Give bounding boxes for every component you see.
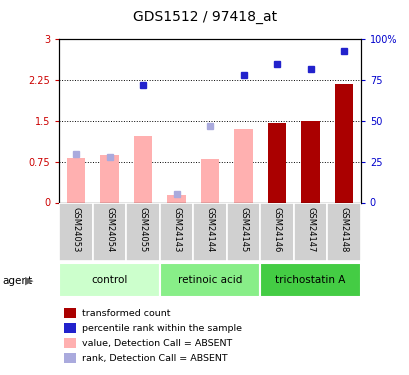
Text: value, Detection Call = ABSENT: value, Detection Call = ABSENT bbox=[82, 339, 231, 348]
FancyBboxPatch shape bbox=[226, 202, 260, 261]
Bar bbox=[200, 159, 219, 203]
FancyBboxPatch shape bbox=[293, 202, 326, 261]
Bar bbox=[234, 129, 252, 203]
Text: transformed count: transformed count bbox=[82, 309, 170, 318]
FancyBboxPatch shape bbox=[260, 263, 360, 297]
FancyBboxPatch shape bbox=[260, 202, 293, 261]
Text: GSM24148: GSM24148 bbox=[339, 207, 348, 252]
Bar bbox=[334, 84, 353, 203]
Text: trichostatin A: trichostatin A bbox=[275, 275, 345, 285]
FancyBboxPatch shape bbox=[160, 263, 260, 297]
FancyBboxPatch shape bbox=[326, 202, 360, 261]
Text: GSM24146: GSM24146 bbox=[272, 207, 281, 252]
FancyBboxPatch shape bbox=[59, 263, 160, 297]
Bar bbox=[134, 136, 152, 202]
Bar bbox=[267, 123, 285, 202]
FancyBboxPatch shape bbox=[193, 202, 226, 261]
Text: GDS1512 / 97418_at: GDS1512 / 97418_at bbox=[133, 10, 276, 24]
Text: GSM24143: GSM24143 bbox=[172, 207, 181, 252]
FancyBboxPatch shape bbox=[93, 202, 126, 261]
Text: GSM24147: GSM24147 bbox=[306, 207, 314, 252]
FancyBboxPatch shape bbox=[59, 202, 93, 261]
Text: GSM24055: GSM24055 bbox=[138, 207, 147, 252]
Text: percentile rank within the sample: percentile rank within the sample bbox=[82, 324, 241, 333]
Bar bbox=[67, 158, 85, 203]
Bar bbox=[100, 155, 119, 203]
FancyBboxPatch shape bbox=[160, 202, 193, 261]
Text: retinoic acid: retinoic acid bbox=[178, 275, 242, 285]
Text: GSM24054: GSM24054 bbox=[105, 207, 114, 252]
Text: rank, Detection Call = ABSENT: rank, Detection Call = ABSENT bbox=[82, 354, 227, 363]
Bar bbox=[301, 121, 319, 202]
Text: GSM24144: GSM24144 bbox=[205, 207, 214, 252]
Text: GSM24053: GSM24053 bbox=[72, 207, 81, 252]
FancyBboxPatch shape bbox=[126, 202, 160, 261]
Text: GSM24145: GSM24145 bbox=[238, 207, 247, 252]
Text: ▶: ▶ bbox=[25, 276, 34, 285]
Text: control: control bbox=[91, 275, 128, 285]
Text: agent: agent bbox=[2, 276, 32, 285]
Bar bbox=[167, 195, 185, 202]
